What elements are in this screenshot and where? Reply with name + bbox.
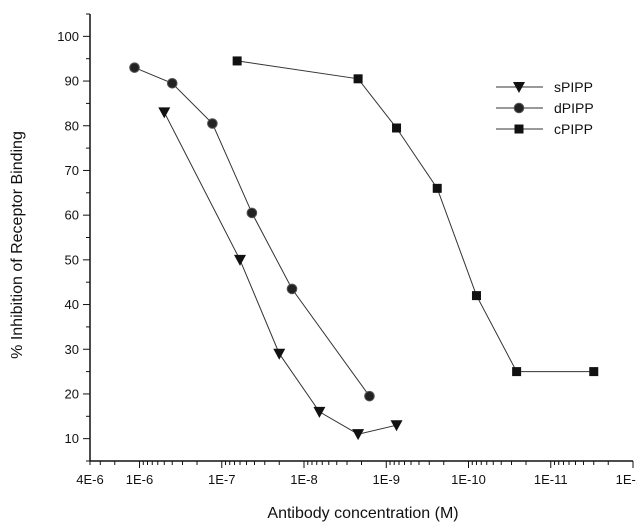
data-point-dPIPP <box>246 207 258 219</box>
y-axis-ticks <box>83 13 90 462</box>
data-point-sPIPP <box>313 406 326 418</box>
legend-marker <box>513 82 525 93</box>
legend-label: sPIPP <box>554 79 593 95</box>
x-tick-label: 1E-12 <box>616 472 637 487</box>
data-point-dPIPP <box>166 77 178 89</box>
y-tick-label: 20 <box>65 386 79 401</box>
y-tick-label: 90 <box>65 74 79 89</box>
legend-label: dPIPP <box>554 100 594 116</box>
y-tick-label: 100 <box>57 29 79 44</box>
x-tick-label: 1E-8 <box>290 472 317 487</box>
data-point-sPIPP <box>234 254 247 266</box>
data-point-sPIPP <box>390 420 403 432</box>
y-tick-label: 40 <box>65 297 79 312</box>
x-tick-label: 1E-9 <box>373 472 400 487</box>
data-point-sPIPP <box>352 429 365 441</box>
data-point-cPIPP <box>512 367 522 377</box>
data-point-cPIPP <box>232 56 242 66</box>
series-markers <box>129 56 599 441</box>
series-line-sPIPP <box>163 112 397 435</box>
x-tick-label: 4E-6 <box>76 472 103 487</box>
x-axis-ticks <box>89 461 634 468</box>
data-point-cPIPP <box>589 367 599 377</box>
legend-marker <box>513 102 525 114</box>
data-point-cPIPP <box>432 183 442 193</box>
x-tick-label: 1E-11 <box>534 472 568 487</box>
y-tick-label: 50 <box>65 252 79 267</box>
legend: sPIPP dPIPP cPIPP <box>496 79 594 137</box>
data-point-cPIPP <box>392 123 402 133</box>
y-tick-label: 80 <box>65 118 79 133</box>
y-tick-label: 10 <box>65 431 79 446</box>
x-tick-label: 1E-10 <box>451 472 486 487</box>
series-line-dPIPP <box>134 67 370 397</box>
x-axis-title: Antibody concentration (M) <box>267 505 458 522</box>
data-point-dPIPP <box>286 283 298 295</box>
y-tick-label: 70 <box>65 163 79 178</box>
x-axis-tick-labels: 4E-6 1E-6 1E-7 1E-8 1E-9 1E-10 1E-11 1E-12 <box>76 472 637 487</box>
data-point-dPIPP <box>207 118 218 129</box>
data-point-cPIPP <box>353 74 363 84</box>
x-tick-label: 1E-7 <box>208 472 235 487</box>
x-tick-label: 1E-6 <box>126 472 153 487</box>
data-point-sPIPP <box>158 107 171 119</box>
series-lines <box>134 60 594 435</box>
legend-label: cPIPP <box>554 121 593 137</box>
y-tick-label: 30 <box>65 342 79 357</box>
data-point-dPIPP <box>129 62 140 73</box>
data-point-sPIPP <box>273 348 286 360</box>
y-axis-title: % Inhibition of Receptor Binding <box>9 131 26 359</box>
data-point-dPIPP <box>364 390 375 402</box>
y-tick-label: 60 <box>65 208 79 223</box>
legend-marker <box>514 124 524 134</box>
y-axis-tick-labels: 10 20 30 40 50 60 70 80 90 100 <box>57 29 79 446</box>
data-point-cPIPP <box>471 291 481 301</box>
